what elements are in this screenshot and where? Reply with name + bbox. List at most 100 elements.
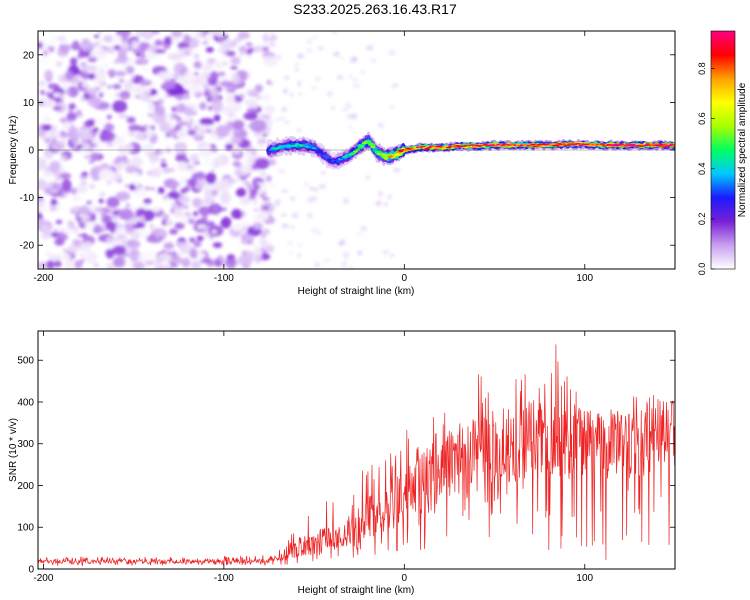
ridge-cell [550,143,556,145]
noise-blob [117,167,122,170]
noise-blob [87,203,97,210]
ridge-cell [359,144,365,148]
noise-blob [280,116,285,121]
noise-blob [181,93,191,100]
noise-blob [133,187,148,198]
noise-blob [171,263,178,268]
noise-blob [197,252,206,259]
noise-blob [45,252,52,257]
noise-blob [54,238,65,246]
noise-blob [92,226,102,234]
noise-blob [281,213,287,217]
x-tick-label: 100 [576,573,593,584]
noise-blob [113,45,121,51]
noise-blob [257,211,270,221]
ridge-cell [409,147,415,149]
noise-blob [249,119,267,133]
noise-blob [111,34,123,44]
ridge-cell [420,145,426,148]
ridge-cell [452,146,458,148]
noise-blob [188,237,196,243]
noise-blob [61,193,68,198]
colorbar: 0.0 0.2 0.4 0.6 0.8 Normalized spectral ampl… [697,30,748,275]
noise-blob [214,31,227,38]
noise-blob [78,50,91,58]
noise-blob [247,54,253,60]
noise-blob [219,75,227,82]
noise-blob [277,168,282,173]
noise-blob [138,79,153,87]
noise-blob [351,115,356,120]
ridge-cell [454,144,460,147]
noise-blob [206,57,217,64]
noise-blob [266,245,275,253]
ridge-cell [365,140,372,143]
noise-blob [241,239,247,245]
noise-blob [46,46,55,51]
noise-blob [99,85,106,90]
noise-blob [117,47,127,60]
noise-blob [247,47,254,54]
noise-blob [118,162,127,169]
noise-blob [253,246,263,258]
noise-blob [261,197,270,201]
noise-blob [270,35,279,40]
noise-blob [191,31,199,36]
noise-blob [154,264,169,269]
noise-blob [276,54,282,60]
noise-blob [155,105,166,116]
ridge-cell [318,151,324,154]
noise-blob [297,127,302,133]
x-tick-label: 0 [402,273,408,284]
noise-blob [116,234,127,240]
noise-blob [38,55,49,65]
snr-series-line [38,344,675,567]
ridge-cell [374,151,380,154]
noise-blob [261,205,270,211]
noise-blob [187,218,196,225]
ridge-cell [402,149,409,152]
noise-blob [322,258,331,262]
noise-blob [58,42,71,53]
x-tick-label: -100 [214,273,234,284]
noise-blob [213,213,222,220]
spectrogram-noise-layer [38,31,401,269]
noise-blob [159,122,170,133]
noise-blob [115,92,120,98]
noise-blob [281,107,288,112]
noise-blob [55,219,63,225]
noise-blob [93,262,100,268]
ridge-cell [327,158,333,161]
noise-blob [384,202,388,207]
noise-blob [262,46,270,51]
noise-blob [102,264,107,269]
noise-blob [88,73,96,80]
noise-blob [106,85,112,89]
snr-y-axis-label: SNR (10 * v/v) [8,418,19,482]
ridge-cell [528,144,534,147]
noise-blob [314,262,320,267]
noise-blob [64,90,71,95]
noise-blob [200,31,207,38]
noise-blob [98,217,103,221]
noise-blob [115,191,131,202]
noise-blob [125,165,136,174]
noise-blob [95,47,108,61]
noise-blob [89,183,96,190]
noise-blob [174,222,185,230]
noise-blob [303,182,310,187]
noise-blob [112,245,127,256]
noise-blob [148,107,156,113]
noise-blob [214,180,231,192]
noise-blob [69,223,75,229]
noise-blob [230,56,241,66]
noise-blob [226,50,236,57]
noise-blob [213,114,221,122]
noise-blob [147,117,155,123]
noise-blob [225,143,234,151]
noise-blob [49,206,56,212]
noise-blob [390,105,394,109]
ridge-cell [357,146,363,149]
noise-blob [79,128,92,134]
y-tick-label: 10 [23,98,35,109]
